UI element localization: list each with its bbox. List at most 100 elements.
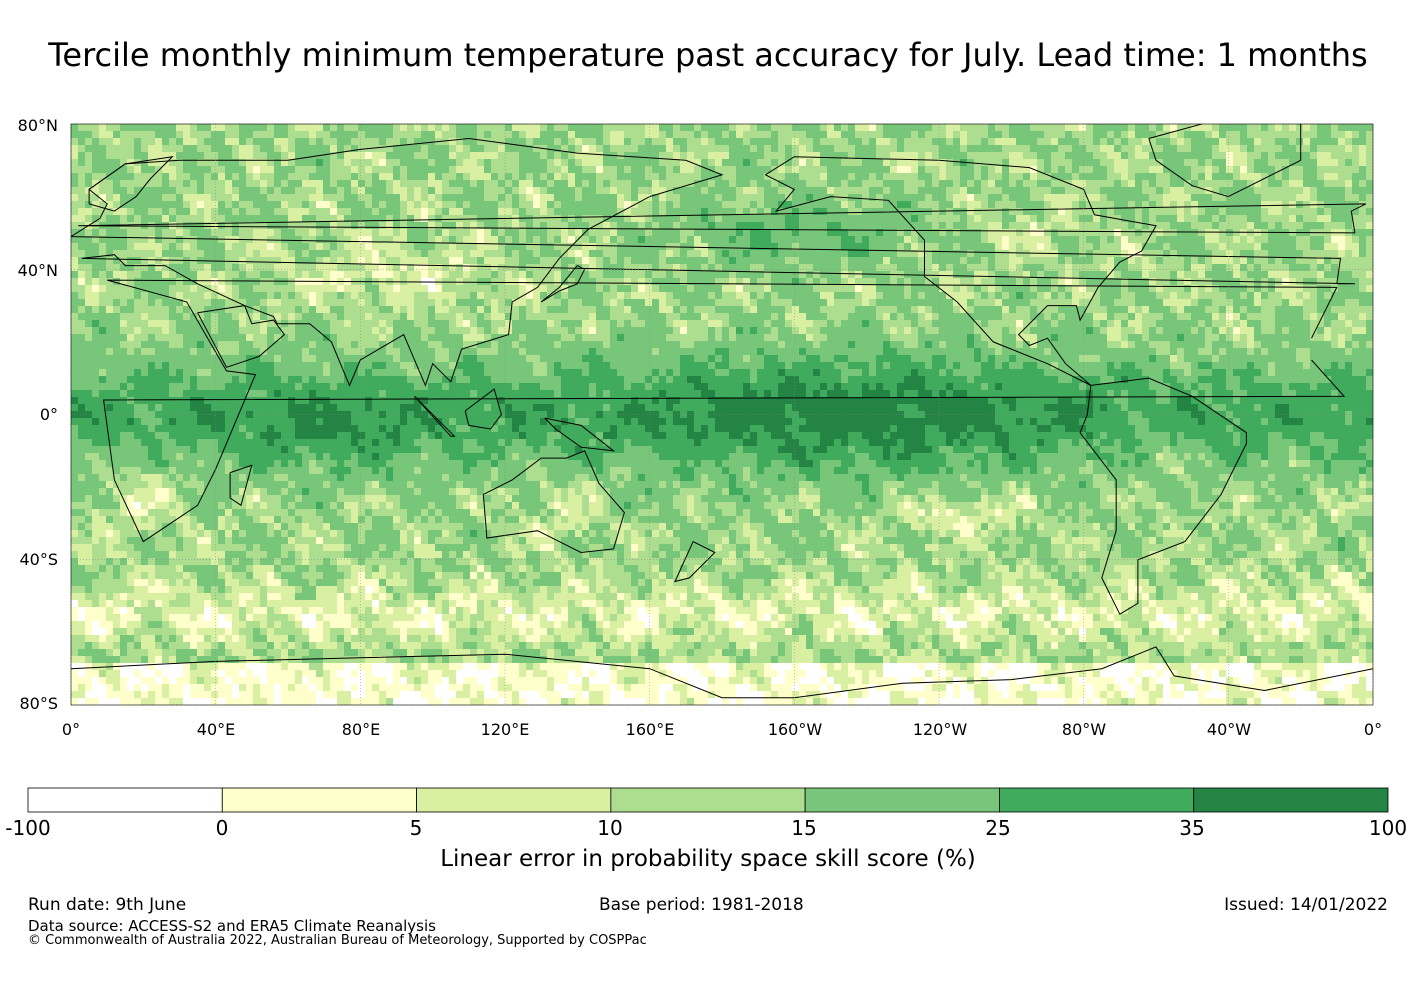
skill-cell [533, 145, 541, 153]
skill-cell [1289, 180, 1297, 188]
skill-cell [925, 138, 933, 146]
skill-cell [911, 236, 919, 244]
skill-cell [981, 250, 989, 258]
skill-cell [225, 187, 233, 195]
skill-cell [253, 166, 261, 174]
skill-cell [232, 201, 240, 209]
skill-cell [134, 187, 142, 195]
skill-cell [701, 222, 709, 230]
skill-cell [729, 208, 737, 216]
skill-cell [505, 257, 513, 265]
skill-cell [1023, 306, 1031, 314]
skill-cell [1219, 166, 1227, 174]
skill-cell [484, 131, 492, 139]
skill-cell [400, 180, 408, 188]
skill-cell [827, 264, 835, 272]
skill-cell [981, 145, 989, 153]
skill-cell [589, 152, 597, 160]
skill-cell [456, 292, 464, 300]
skill-cell [85, 131, 93, 139]
skill-cell [575, 250, 583, 258]
skill-cell [743, 166, 751, 174]
skill-cell [995, 299, 1003, 307]
skill-cell [813, 250, 821, 258]
skill-cell [1226, 152, 1234, 160]
skill-cell [85, 208, 93, 216]
skill-cell [288, 236, 296, 244]
skill-cell [834, 299, 842, 307]
skill-cell [778, 243, 786, 251]
skill-cell [974, 145, 982, 153]
skill-cell [743, 173, 751, 181]
skill-cell [267, 152, 275, 160]
skill-cell [603, 138, 611, 146]
skill-cell [281, 292, 289, 300]
skill-cell [106, 166, 114, 174]
skill-cell [799, 159, 807, 167]
skill-cell [757, 264, 765, 272]
skill-cell [428, 166, 436, 174]
skill-cell [183, 215, 191, 223]
skill-cell [617, 264, 625, 272]
skill-cell [463, 152, 471, 160]
skill-cell [134, 201, 142, 209]
skill-cell [1030, 264, 1038, 272]
skill-cell [351, 187, 359, 195]
skill-cell [1093, 215, 1101, 223]
skill-cell [582, 201, 590, 209]
skill-cell [498, 201, 506, 209]
skill-cell [757, 201, 765, 209]
skill-cell [624, 292, 632, 300]
skill-cell [1114, 201, 1122, 209]
skill-cell [645, 250, 653, 258]
skill-cell [554, 124, 562, 132]
skill-cell [155, 173, 163, 181]
skill-cell [99, 166, 107, 174]
skill-cell [967, 285, 975, 293]
skill-cell [85, 215, 93, 223]
skill-cell [288, 285, 296, 293]
skill-cell [463, 194, 471, 202]
skill-cell [1009, 299, 1017, 307]
skill-cell [1275, 159, 1283, 167]
skill-cell [1100, 229, 1108, 237]
skill-cell [1135, 180, 1143, 188]
skill-cell [1037, 201, 1045, 209]
skill-cell [701, 159, 709, 167]
skill-cell [659, 138, 667, 146]
skill-cell [1072, 222, 1080, 230]
skill-cell [141, 152, 149, 160]
skill-cell [561, 292, 569, 300]
skill-cell [960, 278, 968, 286]
skill-cell [1107, 278, 1115, 286]
skill-cell [1310, 264, 1318, 272]
skill-cell [1114, 285, 1122, 293]
skill-cell [1121, 208, 1129, 216]
skill-cell [750, 194, 758, 202]
skill-cell [1100, 180, 1108, 188]
skill-cell [470, 306, 478, 314]
skill-cell [771, 299, 779, 307]
skill-cell [1156, 173, 1164, 181]
skill-cell [1058, 159, 1066, 167]
skill-cell [526, 173, 534, 181]
skill-cell [407, 257, 415, 265]
skill-cell [1044, 166, 1052, 174]
skill-cell [1100, 222, 1108, 230]
skill-cell [953, 152, 961, 160]
skill-cell [428, 222, 436, 230]
skill-cell [729, 222, 737, 230]
skill-cell [1016, 229, 1024, 237]
skill-cell [204, 194, 212, 202]
skill-cell [708, 180, 716, 188]
skill-cell [624, 173, 632, 181]
skill-cell [1128, 285, 1136, 293]
skill-cell [750, 145, 758, 153]
skill-cell [337, 138, 345, 146]
skill-cell [1184, 194, 1192, 202]
skill-cell [876, 292, 884, 300]
skill-cell [442, 159, 450, 167]
skill-cell [1093, 201, 1101, 209]
skill-cell [512, 250, 520, 258]
skill-cell [568, 229, 576, 237]
